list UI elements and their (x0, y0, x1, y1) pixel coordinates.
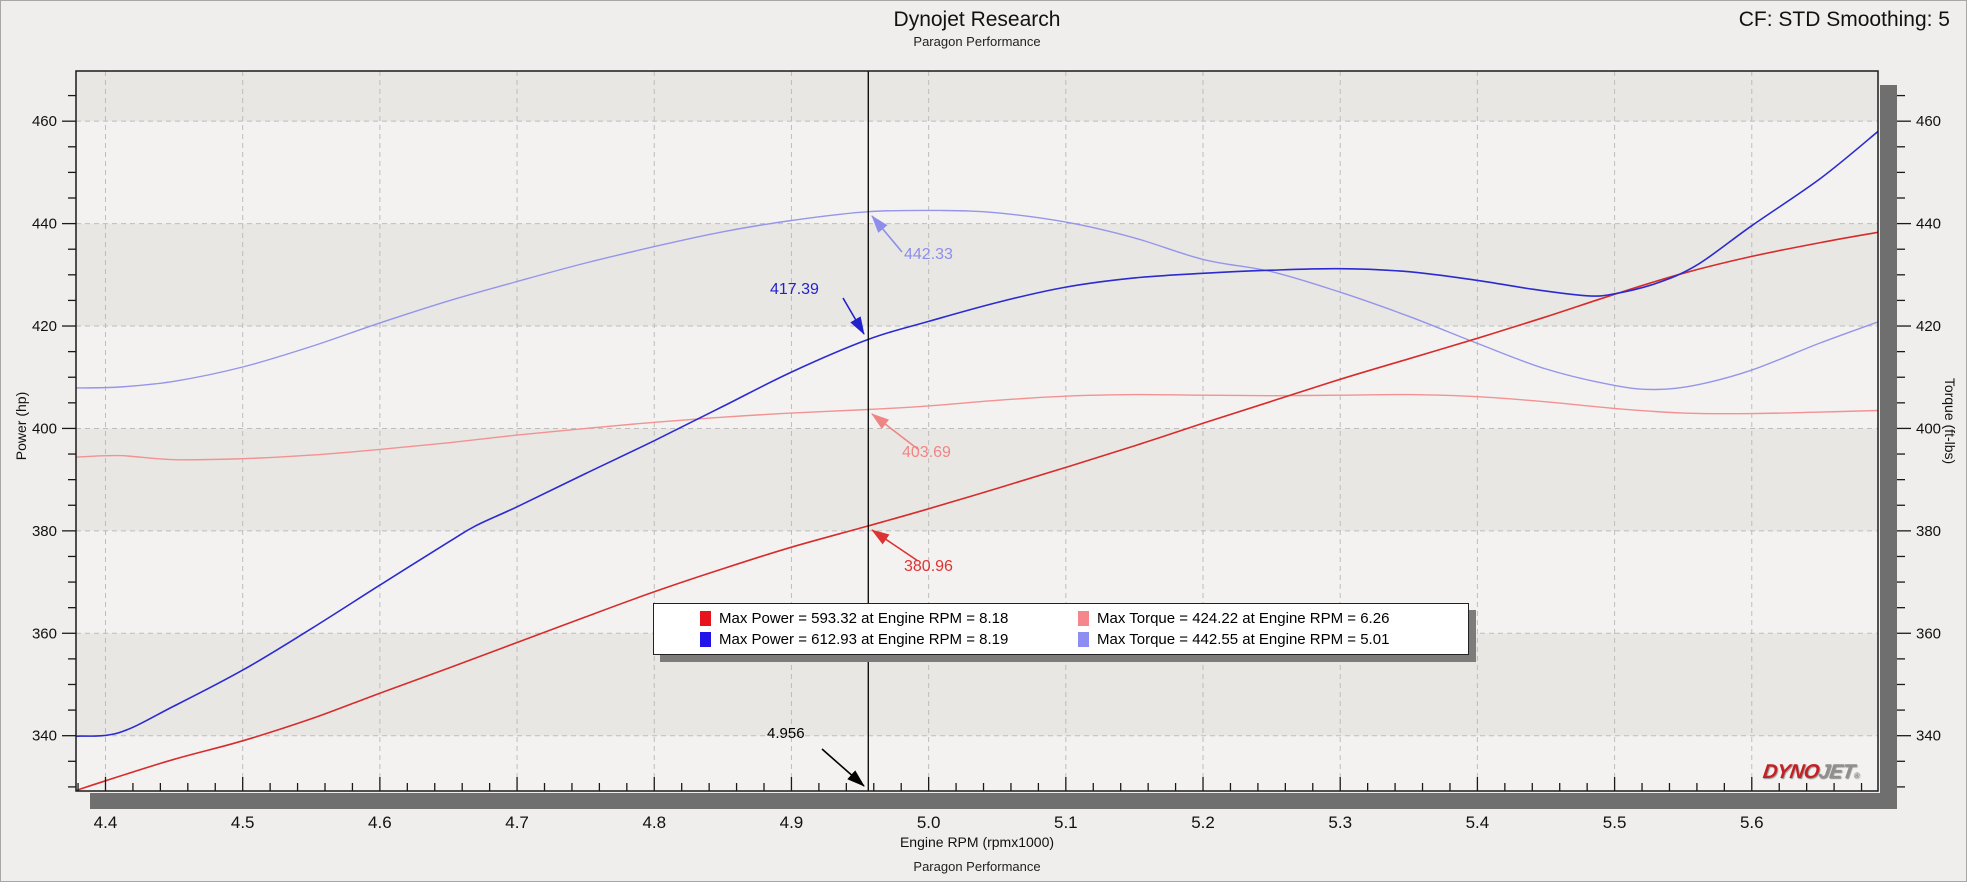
legend-item-label: Max Power = 593.32 at Engine RPM = 8.18 (719, 610, 1009, 627)
callout-arrow (871, 413, 920, 451)
background-band (76, 428, 1878, 531)
x-tick-label: 5.3 (1328, 813, 1352, 832)
cursor-readout-power-run-1: 380.96 (904, 558, 953, 575)
callout-arrow (821, 748, 865, 787)
y-tick-label-left: 420 (32, 318, 57, 335)
plot-shadow-right (1880, 85, 1897, 809)
footer-shop-name: Paragon Performance (913, 859, 1041, 874)
x-tick-label: 5.5 (1603, 813, 1627, 832)
legend-item: Max Torque = 424.22 at Engine RPM = 6.26 (1078, 610, 1458, 627)
y-tick-label-right: 420 (1916, 318, 1941, 335)
x-tick-label: 4.7 (505, 813, 529, 832)
x-tick-label: 4.8 (642, 813, 666, 832)
legend-swatch-icon (1078, 632, 1089, 647)
y-axis-title-torque: Torque (ft-lbs) (1942, 377, 1958, 465)
callout-arrow (871, 215, 903, 253)
cursor-readout-power-run-2: 417.39 (770, 281, 819, 298)
page-subtitle: Paragon Performance (913, 34, 1041, 49)
dynojet-logo-dyno: DYNO (1761, 761, 1821, 783)
legend-swatch-icon (1078, 611, 1089, 626)
plot-frame (75, 70, 1879, 792)
y-tick-label-right: 440 (1916, 216, 1941, 233)
y-tick-label-left: 380 (32, 523, 57, 540)
tick-labels: 4.4 4.5 4.6 4.7 4.8 4.9 5.0 5.1 5.2 5.3 5.4 5.5 5.6 3… (32, 113, 1941, 832)
curve-power-run-2 (76, 130, 1878, 738)
cursor-readout-torque-run-1: 403.69 (902, 444, 951, 461)
x-tick-label: 5.2 (1191, 813, 1215, 832)
legend-item: Max Power = 593.32 at Engine RPM = 8.18 (700, 610, 1078, 627)
cursor-readout-torque-run-2: 442.33 (904, 246, 953, 263)
legend-box: Max Power = 593.32 at Engine RPM = 8.18 M… (653, 603, 1469, 655)
curve-power-run-1 (76, 231, 1878, 791)
x-tick-label: 4.5 (231, 813, 255, 832)
y-tick-label-left: 460 (32, 113, 57, 130)
y-tick-label-right: 400 (1916, 420, 1941, 437)
x-tick-label: 5.6 (1740, 813, 1764, 832)
curve-torque-run-2 (76, 209, 1878, 391)
legend-item-label: Max Torque = 424.22 at Engine RPM = 6.26 (1097, 610, 1390, 627)
legend-item: Max Torque = 442.55 at Engine RPM = 5.01 (1078, 631, 1458, 648)
curves-group (76, 130, 1878, 791)
correction-smoothing-label: CF: STD Smoothing: 5 (1738, 8, 1950, 31)
x-tick-label: 4.9 (780, 813, 804, 832)
plot-shadow-bottom (90, 793, 1897, 809)
grid-lines (76, 71, 1878, 791)
x-tick-label: 4.6 (368, 813, 392, 832)
x-axis-title: Engine RPM (rpmx1000) (899, 834, 1055, 850)
legend-item-label: Max Power = 612.93 at Engine RPM = 8.19 (719, 631, 1009, 648)
y-tick-label-right: 340 (1916, 728, 1941, 745)
x-tick-label: 5.1 (1054, 813, 1078, 832)
callout-arrow (871, 529, 919, 562)
legend-swatch-icon (700, 632, 711, 647)
callout-arrow (842, 297, 865, 335)
dynojet-logo: DYNOJET® (1761, 761, 1861, 784)
y-tick-label-left: 360 (32, 625, 57, 642)
y-tick-label-right: 460 (1916, 113, 1941, 130)
y-tick-label-right: 360 (1916, 625, 1941, 642)
curve-torque-run-1 (76, 393, 1878, 461)
background-band (76, 71, 1878, 122)
x-tick-label: 5.0 (917, 813, 941, 832)
y-tick-label-left: 440 (32, 216, 57, 233)
y-tick-label-left: 400 (32, 420, 57, 437)
legend-item: Max Power = 612.93 at Engine RPM = 8.19 (700, 631, 1078, 648)
y-axis-title-power: Power (hp) (13, 391, 29, 461)
legend-swatch-icon (700, 611, 711, 626)
background-band (76, 223, 1878, 327)
legend-item-label: Max Torque = 442.55 at Engine RPM = 5.01 (1097, 631, 1390, 648)
axis-ticks (62, 94, 1911, 791)
dynojet-logo-jet: JET (1817, 761, 1856, 783)
x-tick-label: 4.4 (94, 813, 118, 832)
y-tick-label-right: 380 (1916, 523, 1941, 540)
y-tick-label-left: 340 (32, 728, 57, 745)
page-title: Dynojet Research (893, 8, 1061, 31)
x-tick-label: 5.4 (1466, 813, 1490, 832)
cursor-rpm-readout: 4.956 (767, 725, 805, 742)
